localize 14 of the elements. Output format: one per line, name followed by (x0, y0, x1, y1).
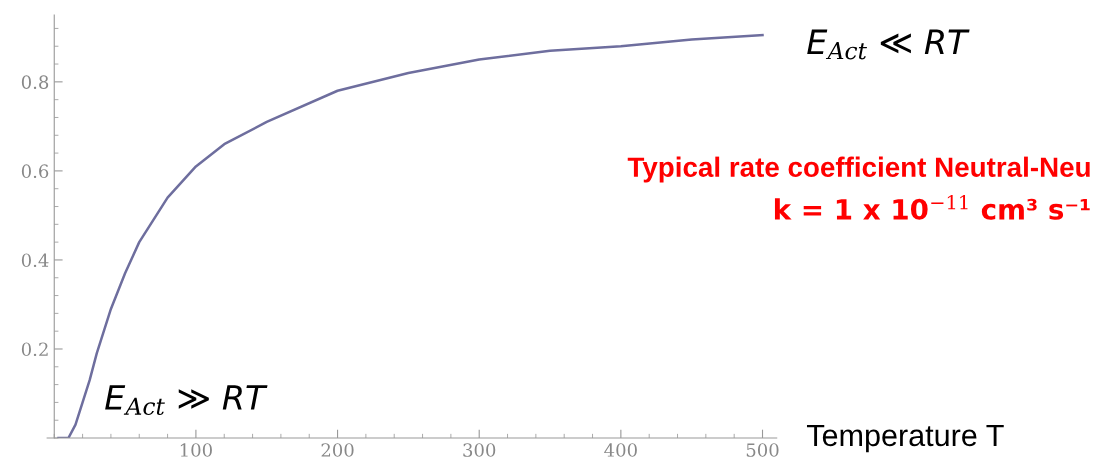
y-tick-label: 0.8 (21, 75, 49, 89)
y-tick-label: 0.6 (21, 164, 49, 179)
x-tick-label: 100 (180, 443, 212, 457)
x-axis-title: Temperature T (806, 424, 1004, 453)
x-tick-label: 500 (746, 443, 779, 457)
text: E$_{Act}$ ≪ RT (807, 29, 970, 60)
y-tick-label: 0.4 (21, 253, 49, 268)
annotation: Typical rate coefficient Neutral-Neu (627, 156, 1090, 183)
annotation: E$_{Act}$ ≫ RT (105, 385, 268, 416)
x-tick-label: 200 (321, 443, 354, 457)
annotation: k = 1 x 10$^{−11}$ cm³ s⁻¹ (774, 194, 1090, 220)
y-tick-label: 0.2 (21, 342, 48, 357)
x-tick-label: 300 (463, 443, 496, 457)
x-tick-label: 400 (604, 443, 637, 457)
